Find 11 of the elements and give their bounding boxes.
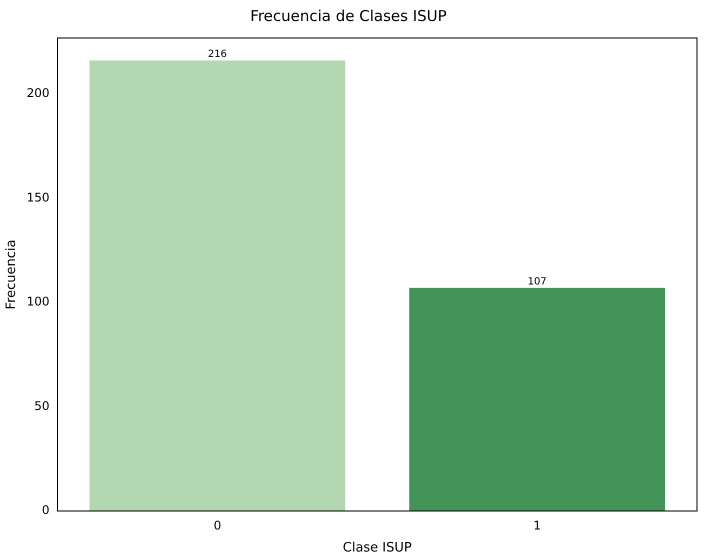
x-axis-title: Clase ISUP: [342, 540, 412, 556]
y-tick-label: 150: [26, 190, 50, 204]
y-tick-label: 0: [42, 503, 50, 518]
y-axis-title: Frecuencia: [4, 240, 20, 310]
y-tick-label: 200: [26, 86, 50, 100]
data-label: 107: [528, 276, 547, 288]
chart-title: Frecuencia de Clases ISUP: [250, 6, 447, 25]
x-tick-label: 1: [533, 518, 541, 532]
data-label: 216: [208, 49, 227, 60]
y-tick-label: 50: [34, 398, 50, 413]
y-tick-label: 100: [26, 294, 50, 309]
